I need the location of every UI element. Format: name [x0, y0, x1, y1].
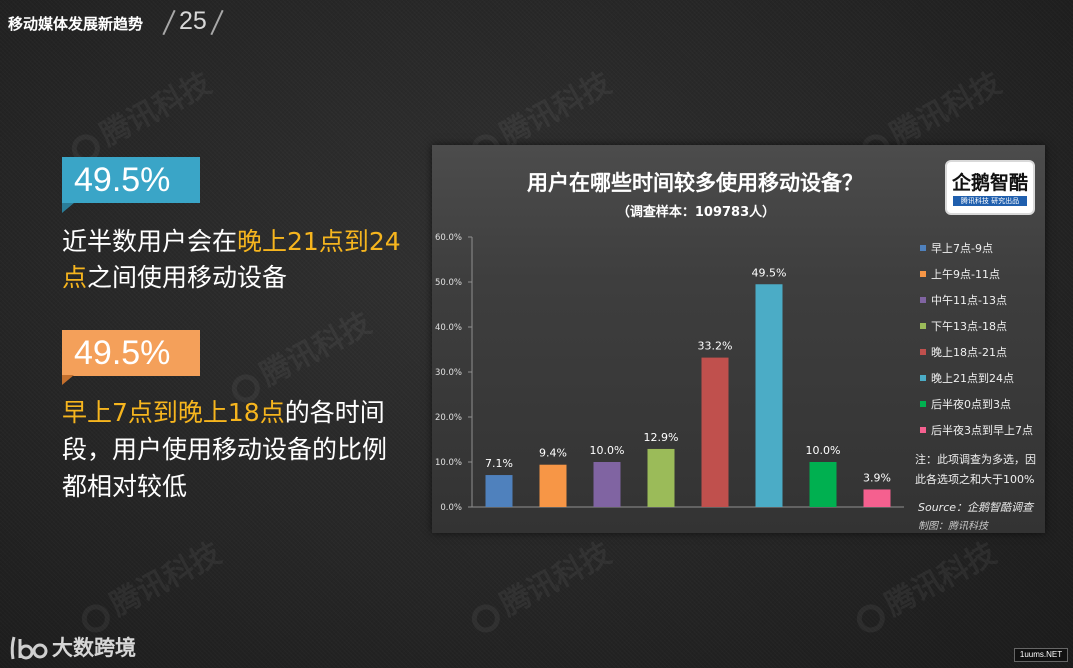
- legend-label: 早上7点-9点: [931, 242, 993, 255]
- bar-4: [647, 448, 675, 507]
- y-tick-label: 60.0%: [435, 233, 462, 243]
- bar-value-label: 3.9%: [863, 471, 891, 484]
- legend-label: 后半夜3点到早上7点: [931, 423, 1033, 437]
- bar-value-label: 10.0%: [806, 444, 841, 457]
- chart-credit: 制图：腾讯科技: [918, 521, 988, 532]
- y-tick-label: 30.0%: [435, 368, 462, 378]
- stat-badge-1: 49.5%: [62, 157, 200, 203]
- description-text: 近半数用户会在: [62, 227, 238, 256]
- bar-5: [701, 357, 729, 507]
- bar-value-label: 7.1%: [485, 457, 513, 470]
- legend-marker: [920, 427, 926, 433]
- description-line: 点之间使用移动设备: [62, 260, 401, 296]
- legend-marker: [920, 297, 926, 303]
- description-line: 都相对较低: [62, 468, 387, 505]
- logo-tagline: 腾讯科技 研究出品: [953, 196, 1027, 206]
- chart-note-line: 此各选项之和大于100%: [915, 473, 1035, 486]
- description-text: 的各时间: [284, 398, 385, 427]
- bar-6: [755, 284, 783, 507]
- legend-marker: [920, 349, 926, 355]
- y-tick-label: 20.0%: [435, 413, 462, 423]
- brand-logo-icon: [10, 636, 48, 660]
- chart-title: 用户在哪些时间较多使用移动设备？: [527, 171, 863, 195]
- bar-value-label: 49.5%: [752, 266, 787, 279]
- stat-badge-2: 49.5%: [62, 330, 200, 376]
- callout-2-description: 早上7点到晚上18点的各时间 段，用户使用移动设备的比例 都相对较低: [62, 394, 387, 505]
- highlight-text: 点: [62, 263, 88, 292]
- bar-3: [593, 462, 621, 507]
- chart-source: Source：企鹅智酷调查: [918, 501, 1034, 514]
- brand-name: 大数跨境: [52, 636, 136, 660]
- logo-name: 企鹅智酷: [951, 172, 1028, 194]
- y-tick-label: 50.0%: [435, 278, 462, 288]
- legend-label: 晚上21点到24点: [931, 372, 1014, 385]
- description-line: 段，用户使用移动设备的比例: [62, 431, 387, 468]
- description-line: 早上7点到晚上18点的各时间: [62, 394, 387, 431]
- callout-1-description: 近半数用户会在晚上21点到24 点之间使用移动设备: [62, 224, 401, 296]
- chart-panel: 0.0% 10.0% 20.0% 30.0% 40.0% 50.0% 60.0% 7.1% 9.…: [432, 145, 1045, 533]
- highlight-text: 晚上21点到24: [237, 227, 401, 256]
- site-badge: 1uums.NET: [1014, 648, 1068, 662]
- y-tick-label: 0.0%: [440, 503, 462, 513]
- legend-marker: [920, 375, 926, 381]
- legend-marker: [920, 401, 926, 407]
- bar-value-label: 33.2%: [698, 340, 733, 353]
- bar-value-label: 10.0%: [590, 444, 625, 457]
- legend-label: 下午13点-18点: [931, 320, 1007, 333]
- bar-7: [809, 462, 837, 507]
- bar-2: [539, 464, 567, 507]
- description-text: 段，用户使用移动设备的比例: [62, 435, 388, 464]
- chart-note: 注：此项调查为多选，因 此各选项之和大于100%: [915, 450, 1036, 490]
- page-number: 25: [179, 7, 207, 35]
- legend-marker: [920, 323, 926, 329]
- qiezhiku-logo: 企鹅智酷 腾讯科技 研究出品: [945, 160, 1035, 215]
- bar-8: [863, 489, 891, 507]
- description-text: 之间使用移动设备: [87, 263, 288, 292]
- description-line: 近半数用户会在晚上21点到24: [62, 224, 401, 260]
- legend-label: 中午11点-13点: [931, 294, 1007, 307]
- bar-value-label: 12.9%: [644, 431, 679, 444]
- y-tick-label: 40.0%: [435, 323, 462, 333]
- legend-label: 晚上18点-21点: [931, 346, 1007, 359]
- bar-chart: 0.0% 10.0% 20.0% 30.0% 40.0% 50.0% 60.0% 7.1% 9.…: [435, 233, 1033, 513]
- stat-badge-tail: [62, 375, 74, 385]
- stat-badge-tail: [62, 203, 74, 213]
- chart-note-line: 注：此项调查为多选，因: [915, 453, 1036, 466]
- highlight-text: 早上7点到晚上18点: [62, 398, 285, 427]
- legend-label: 后半夜0点到3点: [931, 397, 1011, 411]
- bar-value-label: 9.4%: [539, 447, 567, 460]
- chart-subtitle: （调查样本：109783人）: [616, 205, 776, 220]
- description-text: 都相对较低: [62, 472, 188, 501]
- legend-label: 上午9点-11点: [931, 268, 1000, 281]
- bar-1: [485, 475, 513, 507]
- legend-marker: [920, 245, 926, 251]
- y-tick-label: 10.0%: [435, 458, 462, 468]
- legend-marker: [920, 271, 926, 277]
- section-title: 移动媒体发展新趋势: [8, 15, 144, 33]
